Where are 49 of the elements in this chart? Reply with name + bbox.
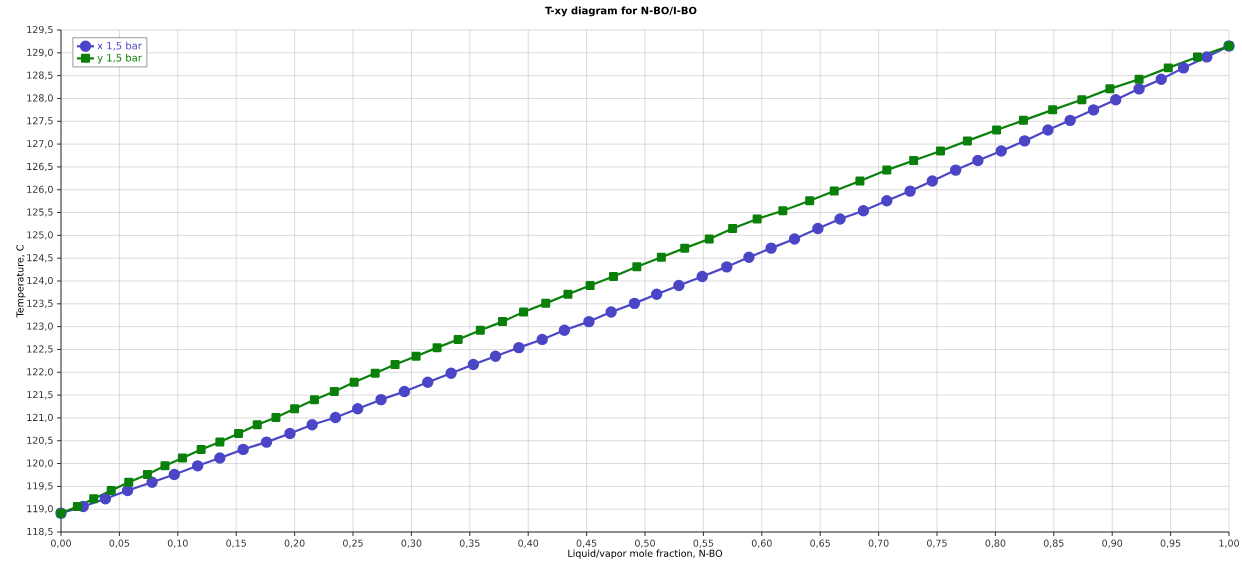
y-axis-title: Temperature, C (16, 245, 26, 318)
x-tick-label: 0,95 (1160, 539, 1181, 548)
y-tick-label: 121,5 (27, 391, 53, 400)
y-tick-label: 125,5 (27, 208, 53, 217)
x-tick-label: 0,90 (1102, 539, 1123, 548)
y-tick-label: 128,0 (27, 94, 53, 103)
y-tick-label: 122,5 (27, 345, 53, 354)
y-tick-label: 119,0 (27, 505, 53, 514)
x-tick-label: 0,00 (51, 539, 71, 548)
x-tick-label: 0,30 (401, 539, 422, 548)
x-tick-label: 1,00 (1219, 539, 1239, 548)
x-tick-label: 0,75 (927, 539, 947, 548)
y-tick-label: 123,0 (27, 322, 53, 331)
x-tick-label: 0,45 (576, 539, 597, 548)
y-tick-label: 119,5 (27, 482, 53, 491)
y-tick-label: 122,0 (27, 368, 53, 377)
y-tick-label: 128,5 (27, 71, 53, 80)
x-tick-label: 0,70 (868, 539, 889, 548)
y-tick-label: 121,0 (27, 413, 53, 422)
x-tick-label: 0,15 (226, 539, 246, 548)
y-tick-label: 126,0 (27, 185, 53, 194)
y-tick-label: 129,5 (27, 25, 53, 35)
x-tick-label: 0,65 (810, 539, 830, 548)
y-tick-label: 120,0 (27, 459, 53, 468)
x-tick-label: 0,10 (167, 539, 188, 548)
x-tick-label: 0,80 (985, 539, 1006, 548)
y-tick-label: 124,0 (27, 276, 53, 286)
x-tick-label: 0,20 (284, 539, 305, 548)
x-tick-label: 0,35 (459, 539, 480, 548)
y-tick-label: 124,5 (27, 254, 53, 263)
y-tick-label: 127,5 (27, 117, 53, 126)
y-tick-label: 127,0 (27, 140, 53, 149)
y-tick-label: 123,5 (27, 299, 53, 308)
y-tick-label: 129,0 (27, 48, 53, 57)
x-tick-label: 0,60 (751, 539, 772, 548)
y-tick-label: 118,5 (27, 527, 53, 537)
x-tick-label: 0,50 (635, 539, 655, 548)
x-tick-label: 0,55 (693, 539, 714, 548)
y-tick-label: 126,5 (27, 162, 53, 171)
legend-label: x 1,5 bar (97, 41, 142, 51)
y-tick-label: 120,5 (27, 436, 53, 445)
legend-label: y 1,5 bar (97, 53, 142, 64)
x-tick-label: 0,40 (518, 539, 539, 548)
x-tick-label: 0,05 (109, 539, 130, 548)
chart-title: T-xy diagram for N-BO/I-BO (545, 6, 697, 17)
x-tick-label: 0,25 (343, 539, 363, 548)
x-axis-title: Liquid/vapor mole fraction, N-BO (568, 549, 723, 559)
x-tick-label: 0,85 (1043, 539, 1064, 548)
y-tick-label: 125,0 (27, 231, 53, 240)
